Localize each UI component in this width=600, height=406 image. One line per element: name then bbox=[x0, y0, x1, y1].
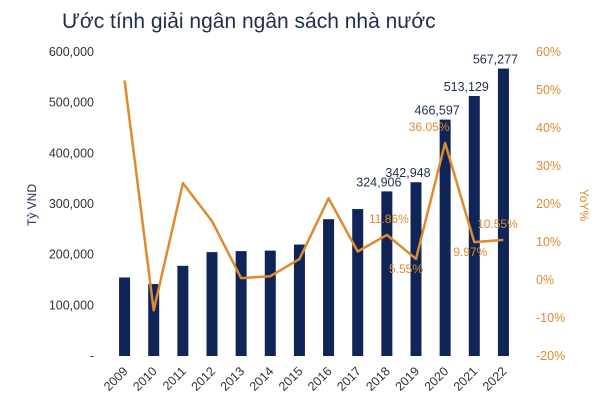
y-tick-label: 500,000 bbox=[49, 96, 94, 110]
bar bbox=[439, 119, 451, 356]
y2-tick-label: 10% bbox=[536, 235, 561, 249]
pct-value-label: 5.55% bbox=[389, 262, 423, 276]
bar bbox=[177, 265, 189, 356]
pct-value-label: 10.55% bbox=[477, 217, 518, 231]
x-tick-label: 2019 bbox=[393, 364, 423, 394]
bar bbox=[323, 219, 335, 356]
bar bbox=[468, 96, 480, 356]
right-axis-ticks: -20% -10% 0% 10% 20% 30% 40% 50% 60% bbox=[536, 45, 565, 363]
y2-tick-label: -20% bbox=[536, 349, 565, 363]
x-tick-label: 2018 bbox=[363, 364, 393, 394]
y2-tick-label: 20% bbox=[536, 197, 561, 211]
y2-tick-label: 40% bbox=[536, 121, 561, 135]
x-tick-label: 2011 bbox=[160, 364, 189, 393]
bar bbox=[293, 244, 305, 356]
bar bbox=[235, 251, 247, 356]
bar-value-label: 567,277 bbox=[473, 53, 518, 67]
y-axis-title: Tỷ VND bbox=[25, 184, 39, 226]
yoy-line bbox=[123, 80, 504, 312]
bar bbox=[497, 68, 509, 356]
y2-tick-label: 50% bbox=[536, 83, 561, 97]
chart-title: Ước tính giải ngân ngân sách nhà nước bbox=[62, 10, 436, 33]
bar bbox=[381, 191, 393, 356]
x-tick-label: 2009 bbox=[101, 364, 131, 394]
y-tick-label: 400,000 bbox=[49, 146, 94, 160]
x-tick-label: 2012 bbox=[189, 364, 219, 394]
bar bbox=[352, 209, 364, 356]
y2-tick-label: 30% bbox=[536, 159, 561, 173]
x-axis-ticks: 2009 2010 2011 2012 2013 2014 2015 2016 2017 2018… bbox=[101, 364, 509, 394]
bar-value-label: 466,597 bbox=[415, 104, 460, 118]
pct-value-labels: 11.86% 5.55% 36.05% 9.97% 10.55% bbox=[369, 120, 518, 276]
x-tick-label: 2021 bbox=[451, 364, 481, 394]
pct-value-label: 11.86% bbox=[369, 212, 409, 226]
pct-value-label: 9.97% bbox=[453, 245, 487, 259]
pct-value-label: 36.05% bbox=[409, 120, 450, 134]
y-tick-label: 600,000 bbox=[49, 45, 94, 59]
y2-tick-label: -10% bbox=[536, 311, 565, 325]
bar-value-label: 324,906 bbox=[356, 175, 401, 189]
bar bbox=[148, 284, 160, 356]
x-tick-label: 2015 bbox=[276, 364, 306, 394]
x-tick-label: 2020 bbox=[422, 364, 452, 394]
line-series bbox=[123, 80, 504, 312]
y-tick-label: 300,000 bbox=[49, 197, 94, 211]
bar bbox=[410, 182, 422, 356]
x-tick-label: 2016 bbox=[305, 364, 335, 394]
x-tick-label: 2013 bbox=[218, 364, 248, 394]
y-tick-label: - bbox=[90, 349, 94, 363]
y-tick-label: 200,000 bbox=[49, 248, 94, 262]
y2-axis-title: YoY% bbox=[577, 189, 591, 222]
left-axis-ticks: - 100,000 200,000 300,000 400,000 500,000 600,… bbox=[49, 45, 94, 363]
bar bbox=[264, 250, 276, 356]
x-tick-label: 2014 bbox=[247, 364, 277, 394]
x-tick-label: 2010 bbox=[130, 364, 160, 394]
x-tick-label: 2017 bbox=[334, 364, 364, 394]
bar-value-label: 513,129 bbox=[444, 80, 489, 94]
y-tick-label: 100,000 bbox=[49, 298, 94, 312]
bar bbox=[119, 277, 131, 356]
bar-value-label: 342,948 bbox=[385, 166, 430, 180]
x-tick-label: 2022 bbox=[480, 364, 510, 394]
y2-tick-label: 0% bbox=[536, 273, 554, 287]
bar bbox=[206, 252, 218, 356]
y2-tick-label: 60% bbox=[536, 45, 561, 59]
bar-series bbox=[119, 68, 509, 356]
